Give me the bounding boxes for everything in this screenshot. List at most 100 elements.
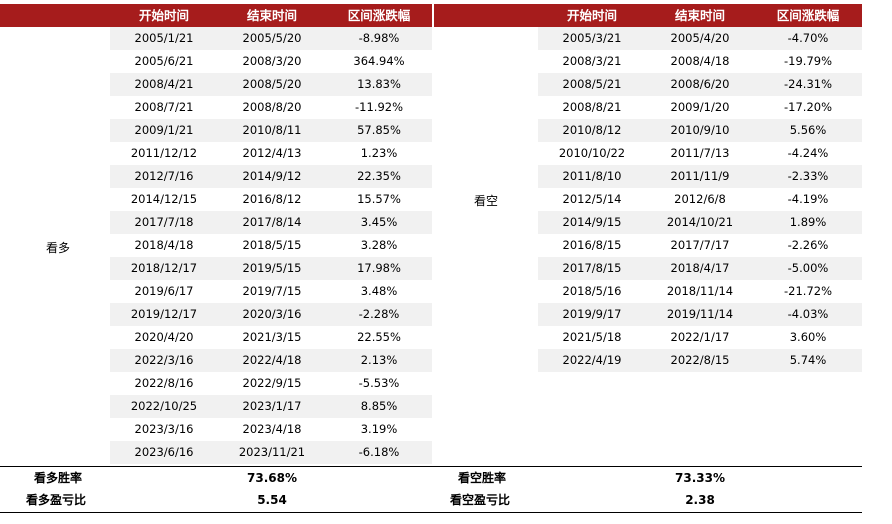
table-row: 2010/10/22 2011/7/13 -4.24%: [538, 142, 862, 165]
change-cell: 3.19%: [360, 422, 398, 436]
table-row: 2005/6/21 2008/3/20 364.94%: [110, 50, 432, 73]
end-date-cell: 2008/5/20: [242, 77, 302, 91]
start-date-cell: 2014/9/15: [562, 215, 622, 229]
change-cell: -4.24%: [787, 146, 829, 160]
start-date-cell: 2017/8/15: [562, 261, 622, 275]
short-label: 看空: [474, 194, 499, 208]
change-cell: -21.72%: [784, 284, 832, 298]
table-row: 2008/7/21 2008/8/20 -11.92%: [110, 96, 432, 119]
table-row: 2018/4/18 2018/5/15 3.28%: [110, 234, 432, 257]
change-cell: -8.98%: [358, 31, 400, 45]
change-cell: 57.85%: [357, 123, 401, 137]
change-cell: 15.57%: [357, 192, 401, 206]
end-date-cell: 2005/4/20: [670, 31, 730, 45]
short-win-rate-label: 看空胜率: [458, 471, 507, 485]
end-date-cell: 2017/7/17: [670, 238, 730, 252]
change-cell: 22.55%: [357, 330, 401, 344]
start-date-cell: 2008/7/21: [134, 100, 194, 114]
change-cell: -19.79%: [784, 54, 832, 68]
change-cell: 1.23%: [360, 146, 398, 160]
start-date-cell: 2023/6/16: [134, 445, 194, 459]
start-date-cell: 2019/6/17: [134, 284, 194, 298]
table-row: 2019/9/17 2019/11/14 -4.03%: [538, 303, 862, 326]
short-pl-ratio-value: 2.38: [685, 493, 715, 507]
table-row: 2022/8/16 2022/9/15 -5.53%: [110, 372, 432, 395]
table-row: 2011/8/10 2011/11/9 -2.33%: [538, 165, 862, 188]
start-date-cell: 2017/7/18: [134, 215, 194, 229]
change-cell: 3.48%: [360, 284, 398, 298]
left-table-header: 开始时间 结束时间 区间涨跌幅: [0, 4, 432, 27]
right-header-change: 区间涨跌幅: [776, 8, 840, 23]
end-date-cell: 2020/3/16: [242, 307, 302, 321]
end-date-cell: 2017/8/14: [242, 215, 302, 229]
change-cell: -11.92%: [355, 100, 403, 114]
end-date-cell: 2021/3/15: [242, 330, 302, 344]
change-cell: -2.33%: [787, 169, 829, 183]
change-cell: -2.28%: [358, 307, 400, 321]
table-row: 2011/12/12 2012/4/13 1.23%: [110, 142, 432, 165]
end-date-cell: 2022/1/17: [670, 330, 730, 344]
start-date-cell: 2008/3/21: [562, 54, 622, 68]
table-row: 2010/8/12 2010/9/10 5.56%: [538, 119, 862, 142]
end-date-cell: 2022/8/15: [670, 353, 730, 367]
short-win-rate-value: 73.33%: [675, 471, 725, 485]
end-date-cell: 2023/4/18: [242, 422, 302, 436]
long-win-rate-label: 看多胜率: [34, 471, 83, 485]
left-header-change: 区间涨跌幅: [347, 8, 411, 23]
end-date-cell: 2023/11/21: [238, 445, 306, 459]
table-row: 2020/4/20 2021/3/15 22.55%: [110, 326, 432, 349]
end-date-cell: 2023/1/17: [242, 399, 302, 413]
right-table-header: 开始时间 结束时间 区间涨跌幅: [434, 4, 862, 27]
end-date-cell: 2008/3/20: [242, 54, 302, 68]
start-date-cell: 2009/1/21: [134, 123, 194, 137]
end-date-cell: 2008/4/18: [670, 54, 730, 68]
table-row: 2022/10/25 2023/1/17 8.85%: [110, 395, 432, 418]
start-date-cell: 2008/5/21: [562, 77, 622, 91]
left-header-start: 开始时间: [138, 8, 189, 23]
start-date-cell: 2019/12/17: [130, 307, 198, 321]
start-date-cell: 2005/6/21: [134, 54, 194, 68]
table-row: 2023/3/16 2023/4/18 3.19%: [110, 418, 432, 441]
end-date-cell: 2019/7/15: [242, 284, 302, 298]
change-cell: 8.85%: [360, 399, 398, 413]
right-header-start: 开始时间: [566, 8, 617, 23]
long-label: 看多: [46, 241, 71, 255]
left-header-end: 结束时间: [246, 8, 297, 23]
change-cell: -6.18%: [358, 445, 400, 459]
start-date-cell: 2019/9/17: [562, 307, 622, 321]
change-cell: 2.13%: [360, 353, 398, 367]
change-cell: 364.94%: [353, 54, 405, 68]
change-cell: -4.03%: [787, 307, 829, 321]
end-date-cell: 2008/8/20: [242, 100, 302, 114]
table-row: 2008/5/21 2008/6/20 -24.31%: [538, 73, 862, 96]
end-date-cell: 2011/7/13: [670, 146, 730, 160]
change-cell: 5.74%: [789, 353, 827, 367]
start-date-cell: 2014/12/15: [130, 192, 198, 206]
short-pl-ratio-label: 看空盈亏比: [450, 493, 511, 507]
end-date-cell: 2019/5/15: [242, 261, 302, 275]
change-cell: -17.20%: [784, 100, 832, 114]
start-date-cell: 2018/5/16: [562, 284, 622, 298]
long-pl-ratio-value: 5.54: [257, 493, 287, 507]
table-row: 2009/1/21 2010/8/11 57.85%: [110, 119, 432, 142]
start-date-cell: 2018/4/18: [134, 238, 194, 252]
end-date-cell: 2018/11/14: [666, 284, 734, 298]
table-row: 2022/3/16 2022/4/18 2.13%: [110, 349, 432, 372]
start-date-cell: 2011/8/10: [562, 169, 622, 183]
change-cell: 3.45%: [360, 215, 398, 229]
start-date-cell: 2008/4/21: [134, 77, 194, 91]
start-date-cell: 2012/7/16: [134, 169, 194, 183]
table-row: 2008/8/21 2009/1/20 -17.20%: [538, 96, 862, 119]
start-date-cell: 2022/10/25: [130, 399, 198, 413]
end-date-cell: 2014/10/21: [666, 215, 734, 229]
table-row: 2005/3/21 2005/4/20 -4.70%: [538, 27, 862, 50]
table-row: 2017/7/18 2017/8/14 3.45%: [110, 211, 432, 234]
start-date-cell: 2021/5/18: [562, 330, 622, 344]
table-row: 2018/5/16 2018/11/14 -21.72%: [538, 280, 862, 303]
end-date-cell: 2018/4/17: [670, 261, 730, 275]
right-header-end: 结束时间: [674, 8, 725, 23]
start-date-cell: 2005/3/21: [562, 31, 622, 45]
long-pl-ratio-label: 看多盈亏比: [26, 493, 87, 507]
end-date-cell: 2005/5/20: [242, 31, 302, 45]
end-date-cell: 2022/9/15: [242, 376, 302, 390]
